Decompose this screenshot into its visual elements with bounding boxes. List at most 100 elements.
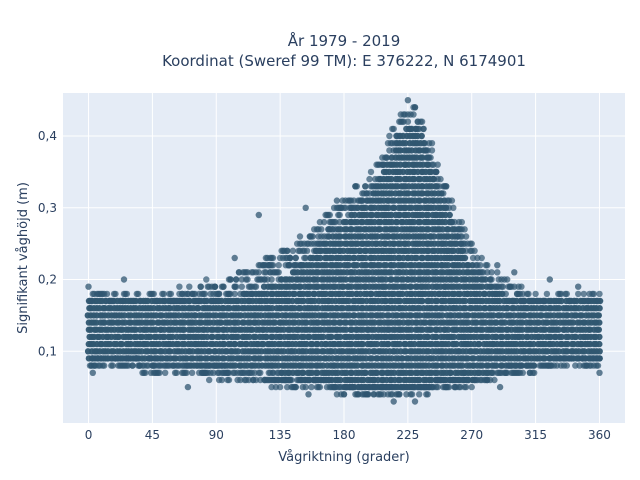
data-point [195,305,202,312]
data-point [462,233,470,240]
data-point [390,383,397,391]
data-point [345,262,352,269]
data-point [153,355,160,362]
data-point [502,290,509,298]
data-point [430,233,438,240]
x-tick-label: 135 [269,428,292,442]
data-point [473,319,480,326]
data-point [376,226,384,233]
data-point [129,297,136,305]
data-point [380,161,387,168]
data-point [595,326,602,333]
data-point [275,262,282,269]
data-point [120,276,128,283]
data-point [494,262,501,269]
data-point [176,283,183,290]
data-point [445,383,453,391]
data-point [234,333,242,341]
data-point [437,175,444,183]
data-point [218,376,226,384]
data-point [461,226,468,233]
data-point [404,118,412,125]
data-point [390,204,398,211]
data-point [427,326,435,333]
data-point [450,333,458,341]
data-point [352,183,359,190]
data-point [458,218,465,226]
data-point [156,369,163,376]
data-point [452,376,460,384]
data-point [271,319,279,326]
data-point [359,383,366,391]
data-point [531,369,538,376]
data-point [326,376,333,384]
data-point [596,305,603,312]
data-point [444,226,452,233]
data-point [225,376,233,384]
data-point [269,262,277,269]
y-tick-label: 0,3 [38,201,57,215]
data-point [408,391,416,398]
data-point [390,125,397,133]
data-point [418,132,425,140]
data-point [89,369,97,376]
data-point [383,154,390,161]
data-point [433,168,440,176]
data-point [540,297,548,305]
data-point [504,276,511,283]
data-point [336,211,343,219]
data-point [575,283,582,290]
data-point [462,297,469,305]
data-point [153,297,160,305]
data-point [385,204,392,211]
y-axis-ticks: 0,1 0,2 0,3 0,4 [38,129,57,358]
data-point [255,211,262,219]
data-point [183,297,190,305]
data-point [581,348,588,355]
data-point [332,226,339,233]
data-point [569,319,577,326]
y-tick-label: 0,2 [38,273,57,287]
data-point [278,369,285,376]
data-point [269,305,276,312]
data-point [173,369,180,376]
data-point [434,383,441,391]
data-point [464,376,471,384]
data-point [498,312,506,319]
data-point [405,190,412,197]
data-point [302,383,309,391]
data-point [221,362,228,369]
data-point [245,290,253,298]
data-point [234,348,242,355]
data-point [416,197,424,204]
data-point [333,197,341,204]
x-tick-label: 90 [209,428,224,442]
data-point [470,355,477,362]
x-axis-title: Vågriktning (grader) [278,450,409,465]
x-tick-label: 360 [588,428,611,442]
data-point [482,276,489,283]
data-point [529,362,536,369]
data-point [594,297,602,305]
data-point [115,355,122,362]
data-point [471,247,478,254]
data-point [320,218,328,226]
data-point [372,383,379,391]
data-point [370,183,377,190]
data-point [193,362,200,369]
data-point [433,333,440,341]
data-point [424,333,432,341]
data-point [352,204,359,211]
data-point [292,383,299,391]
data-point [558,333,565,341]
data-point [119,297,126,305]
data-point [232,276,240,283]
data-point [118,340,126,348]
data-point [439,226,446,233]
data-point [509,297,517,305]
data-point [590,290,597,298]
data-point [252,283,260,290]
data-point [373,340,381,348]
data-point [188,369,196,376]
